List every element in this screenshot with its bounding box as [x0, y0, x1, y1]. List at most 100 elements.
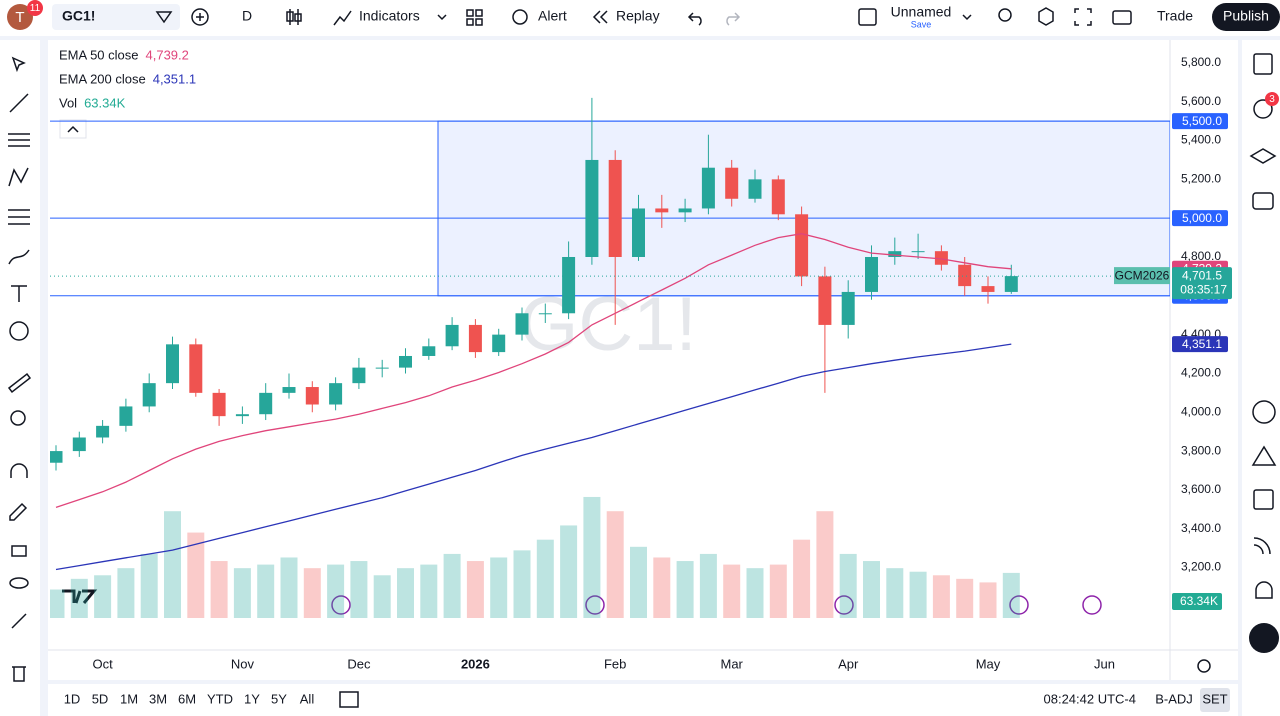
- alerts-button[interactable]: [1253, 99, 1273, 119]
- candle-body: [235, 414, 249, 417]
- products-button[interactable]: [1249, 623, 1279, 653]
- chart-type-button[interactable]: [286, 9, 302, 25]
- compare-button[interactable]: [191, 8, 209, 26]
- hline-label-box: [1172, 210, 1228, 227]
- symbol-search[interactable]: [52, 4, 180, 30]
- candle-body: [166, 344, 179, 384]
- data-window-button[interactable]: [1249, 148, 1277, 164]
- publish-pill[interactable]: [1212, 3, 1280, 31]
- chats-button[interactable]: [1252, 192, 1274, 210]
- range-button[interactable]: 1Y: [244, 691, 260, 706]
- candle-body: [352, 367, 366, 384]
- avatar[interactable]: [7, 4, 33, 30]
- hide-tool[interactable]: [9, 577, 29, 589]
- ideas-button[interactable]: [1252, 400, 1276, 424]
- text-tool[interactable]: [11, 285, 27, 302]
- collapse-legend[interactable]: [59, 119, 87, 139]
- event-marker[interactable]: [834, 595, 854, 615]
- search-button[interactable]: [998, 8, 1012, 22]
- trade-button[interactable]: Trade: [1157, 8, 1193, 24]
- layout-name[interactable]: Unnamed: [891, 4, 952, 20]
- range-button[interactable]: 6M: [178, 691, 196, 706]
- indicators-dropdown[interactable]: [437, 14, 447, 21]
- contract-box: [1114, 267, 1170, 285]
- range-button[interactable]: 1D: [64, 691, 81, 706]
- legend-name: EMA 50 close: [59, 47, 139, 62]
- volume-bar: [257, 564, 275, 618]
- lock-tool[interactable]: [11, 545, 27, 557]
- range-button[interactable]: 3M: [149, 691, 167, 706]
- range-button[interactable]: 5D: [92, 691, 109, 706]
- settings-button[interactable]: [1038, 7, 1054, 26]
- y-tick-label: 5,800.0: [1181, 55, 1221, 69]
- candle-body: [375, 367, 389, 369]
- symbol: GC1!: [62, 8, 95, 24]
- replay-button[interactable]: Replay: [616, 8, 660, 24]
- legend-name: Vol: [59, 95, 77, 110]
- volume-bar: [490, 557, 508, 618]
- stay-drawing-tool[interactable]: [9, 502, 28, 521]
- candle-body: [701, 167, 715, 209]
- range-button[interactable]: 5Y: [271, 691, 287, 706]
- watchlist-button[interactable]: [1253, 53, 1273, 75]
- delete-tool[interactable]: [12, 666, 26, 682]
- top-bar: [0, 0, 1280, 36]
- volume-bar: [280, 557, 298, 618]
- volume-bar: [397, 568, 414, 618]
- event-marker[interactable]: [1009, 595, 1029, 615]
- interval[interactable]: D: [242, 8, 252, 24]
- undo-button[interactable]: [687, 12, 702, 26]
- volume-bar: [513, 550, 531, 618]
- fullscreen-button[interactable]: [1074, 8, 1092, 26]
- save-label[interactable]: Save: [911, 19, 932, 29]
- candle-body: [632, 208, 645, 257]
- alert-button[interactable]: Alert: [538, 8, 567, 24]
- contract-label: GCM2026: [1115, 268, 1170, 282]
- date-range-button[interactable]: [339, 691, 359, 708]
- layout-dropdown[interactable]: [962, 14, 972, 21]
- notifications-button[interactable]: [1255, 581, 1273, 599]
- candle-body: [795, 214, 809, 277]
- volume-bar: [350, 561, 368, 618]
- zoom-tool[interactable]: [10, 410, 26, 426]
- candle-body: [865, 256, 878, 292]
- pattern-tool[interactable]: [8, 167, 29, 187]
- y-tick-label: 5,600.0: [1181, 94, 1221, 108]
- forecast-tool[interactable]: [8, 209, 30, 225]
- fib-tool[interactable]: [8, 133, 30, 147]
- layout-icon[interactable]: [858, 8, 877, 26]
- range-button[interactable]: 1M: [120, 691, 138, 706]
- symbol-icon: [155, 11, 173, 24]
- trendline-tool[interactable]: [9, 93, 29, 113]
- event-marker[interactable]: [331, 595, 351, 615]
- magnet-tool[interactable]: [10, 463, 28, 478]
- redo-button[interactable]: [726, 12, 741, 26]
- adjustment-button[interactable]: B-ADJ: [1155, 691, 1193, 706]
- x-tick-label: Dec: [347, 656, 371, 671]
- brush-tool[interactable]: [8, 249, 30, 265]
- volume-bar: [50, 589, 65, 618]
- cursor-tool[interactable]: [11, 56, 26, 73]
- candle-body: [678, 208, 692, 213]
- avatar-letter: T: [15, 9, 24, 26]
- link-tool[interactable]: [11, 613, 27, 629]
- legend-value: 4,351.1: [153, 71, 196, 86]
- indicators-button[interactable]: Indicators: [359, 8, 420, 24]
- y-tick-label: 3,600.0: [1181, 482, 1221, 496]
- templates-button[interactable]: [466, 9, 483, 26]
- volume-bar: [536, 539, 554, 618]
- candle-body: [515, 313, 529, 335]
- session-pill[interactable]: [1200, 688, 1230, 712]
- screenshot-button[interactable]: [1112, 10, 1132, 25]
- streams-button[interactable]: [1253, 537, 1271, 555]
- time-settings[interactable]: [1197, 659, 1211, 673]
- event-marker[interactable]: [585, 595, 605, 615]
- event-marker[interactable]: [1082, 595, 1102, 615]
- icon-tool[interactable]: [9, 321, 29, 341]
- candle-body: [492, 334, 506, 353]
- range-button[interactable]: YTD: [207, 691, 233, 706]
- calendar-button[interactable]: [1251, 445, 1277, 466]
- measure-tool[interactable]: [7, 372, 32, 394]
- news-button[interactable]: [1253, 489, 1274, 510]
- range-button[interactable]: All: [300, 691, 315, 706]
